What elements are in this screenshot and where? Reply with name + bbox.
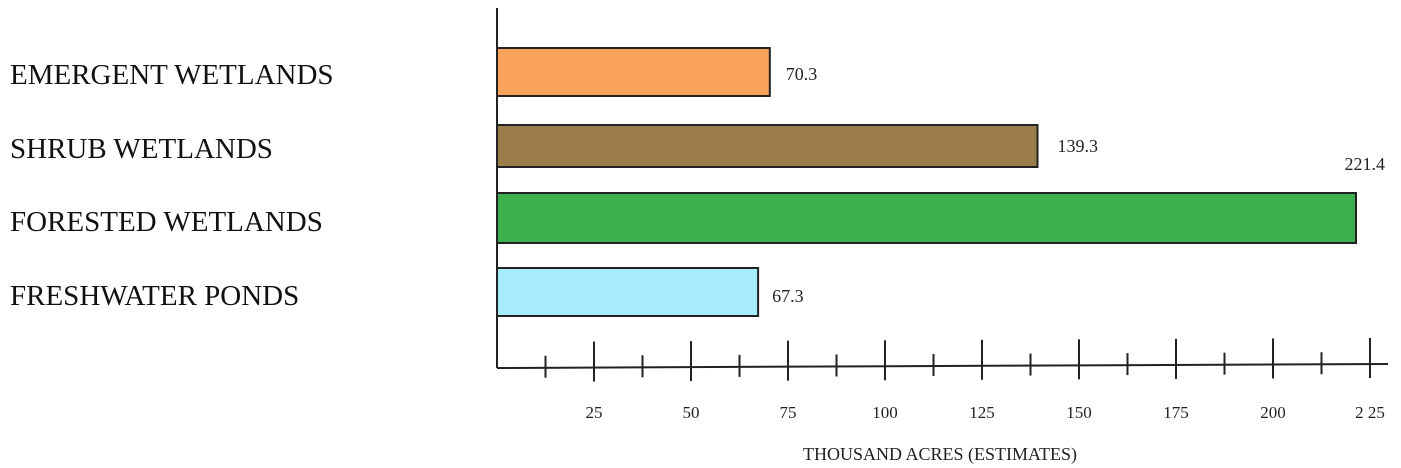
tick-label-200: 200: [1260, 403, 1286, 422]
category-label-forested-wetlands: FORESTED WETLANDS: [10, 206, 323, 238]
tick-label-175: 175: [1163, 403, 1189, 422]
bar-forested-wetlands: [496, 192, 1357, 244]
x-axis-tick-labels: 25 50 75 100 125 150 175 200 2 25: [586, 403, 1385, 422]
bar-freshwater-ponds: [496, 267, 760, 317]
tick-label-50: 50: [683, 403, 700, 422]
bar-shrub-wetlands: [496, 124, 1039, 168]
x-axis-title: THOUSAND ACRES (ESTIMATES): [803, 444, 1077, 465]
category-label-shrub-wetlands: SHRUB WETLANDS: [10, 133, 273, 165]
category-label-freshwater-ponds: FRESHWATER PONDS: [10, 280, 299, 312]
value-labels: 70.3 139.3 221.4 67.3: [772, 64, 1385, 306]
category-label-emergent-wetlands: EMERGENT WETLANDS: [10, 59, 334, 91]
value-label-freshwater-ponds: 67.3: [772, 286, 804, 306]
bar-emergent-wetlands: [496, 47, 771, 97]
category-labels: EMERGENT WETLANDS SHRUB WETLANDS FORESTED …: [10, 59, 334, 312]
x-axis-ticks: [544, 338, 1371, 382]
tick-label-125: 125: [969, 403, 995, 422]
tick-label-25: 25: [586, 403, 603, 422]
tick-label-100: 100: [872, 403, 898, 422]
value-label-shrub-wetlands: 139.3: [1057, 136, 1098, 156]
tick-label-75: 75: [780, 403, 797, 422]
tick-label-225: 2 25: [1355, 403, 1385, 422]
tick-label-150: 150: [1066, 403, 1092, 422]
value-label-emergent-wetlands: 70.3: [786, 64, 818, 84]
bars: [496, 47, 1357, 317]
x-axis-line: [496, 363, 1389, 369]
value-label-forested-wetlands: 221.4: [1345, 154, 1386, 174]
